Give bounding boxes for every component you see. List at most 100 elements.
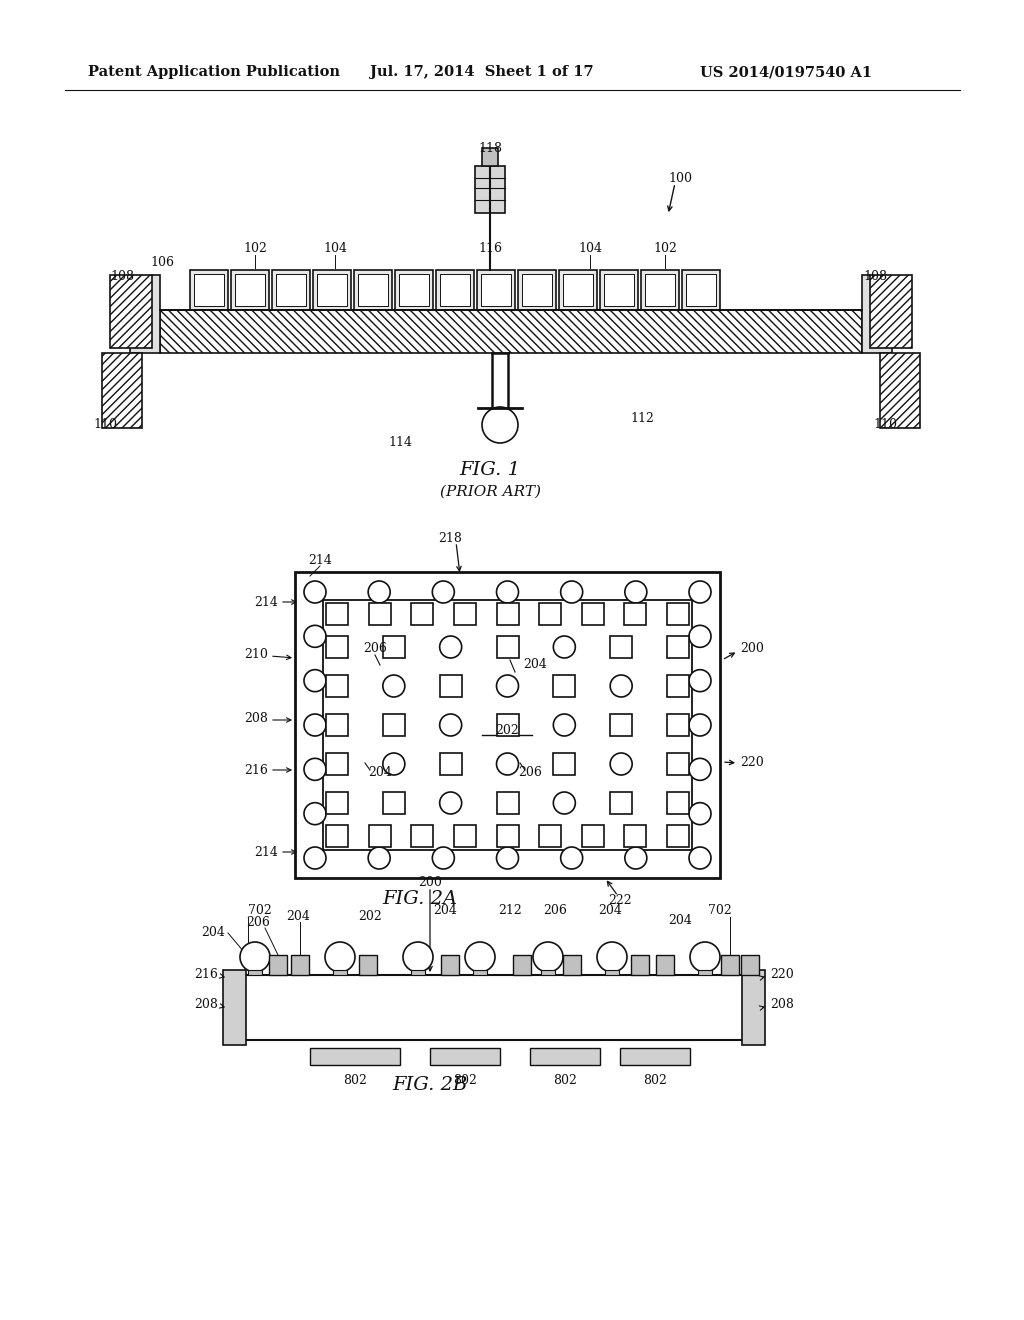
Polygon shape <box>610 792 632 814</box>
Polygon shape <box>102 352 142 428</box>
Polygon shape <box>228 975 760 1040</box>
Circle shape <box>383 675 404 697</box>
Text: 110: 110 <box>873 418 897 432</box>
Text: 216: 216 <box>244 763 268 776</box>
Circle shape <box>439 792 462 814</box>
Circle shape <box>383 752 404 775</box>
Polygon shape <box>497 603 518 624</box>
Text: 204: 204 <box>433 903 457 916</box>
Polygon shape <box>497 792 518 814</box>
Polygon shape <box>631 954 649 975</box>
Polygon shape <box>641 271 679 310</box>
Text: 214: 214 <box>308 553 332 566</box>
Circle shape <box>403 942 433 972</box>
Polygon shape <box>518 271 556 310</box>
Polygon shape <box>223 970 246 1045</box>
Polygon shape <box>440 275 470 306</box>
Text: 116: 116 <box>478 242 502 255</box>
Polygon shape <box>563 954 581 975</box>
Text: Patent Application Publication: Patent Application Publication <box>88 65 340 79</box>
Circle shape <box>304 714 326 737</box>
Polygon shape <box>354 271 392 310</box>
Polygon shape <box>539 603 561 624</box>
Polygon shape <box>600 271 638 310</box>
Circle shape <box>369 847 390 869</box>
Polygon shape <box>439 675 462 697</box>
Text: 104: 104 <box>323 242 347 255</box>
Polygon shape <box>326 792 348 814</box>
Text: Jul. 17, 2014  Sheet 1 of 17: Jul. 17, 2014 Sheet 1 of 17 <box>370 65 594 79</box>
Polygon shape <box>610 636 632 657</box>
Polygon shape <box>412 825 433 847</box>
Polygon shape <box>473 970 487 975</box>
Polygon shape <box>326 825 348 847</box>
Polygon shape <box>395 271 433 310</box>
Circle shape <box>497 847 518 869</box>
Polygon shape <box>741 954 759 975</box>
Polygon shape <box>291 954 309 975</box>
Polygon shape <box>667 675 689 697</box>
Text: 702: 702 <box>248 903 272 916</box>
Text: 106: 106 <box>150 256 174 268</box>
Polygon shape <box>313 271 351 310</box>
Polygon shape <box>276 275 306 306</box>
Text: FIG. 2B: FIG. 2B <box>392 1076 468 1094</box>
Circle shape <box>689 581 711 603</box>
Circle shape <box>304 581 326 603</box>
Circle shape <box>690 942 720 972</box>
Text: 110: 110 <box>93 418 117 432</box>
Text: 112: 112 <box>630 412 654 425</box>
Polygon shape <box>530 1048 600 1065</box>
Polygon shape <box>295 572 720 878</box>
Polygon shape <box>497 714 518 737</box>
Polygon shape <box>317 275 347 306</box>
Text: 200: 200 <box>418 875 442 888</box>
Text: 208: 208 <box>770 998 794 1011</box>
Text: 702: 702 <box>709 903 732 916</box>
Polygon shape <box>160 310 862 352</box>
Text: 206: 206 <box>364 642 387 655</box>
Text: 104: 104 <box>578 242 602 255</box>
Polygon shape <box>862 275 892 352</box>
Polygon shape <box>880 352 920 428</box>
Polygon shape <box>522 275 552 306</box>
Text: 204: 204 <box>368 767 392 780</box>
Polygon shape <box>559 271 597 310</box>
Text: 102: 102 <box>243 242 267 255</box>
Polygon shape <box>698 970 712 975</box>
Polygon shape <box>482 148 498 166</box>
Circle shape <box>553 636 575 657</box>
Polygon shape <box>604 275 634 306</box>
Polygon shape <box>359 954 377 975</box>
Polygon shape <box>231 271 269 310</box>
Text: 100: 100 <box>668 172 692 185</box>
Text: 214: 214 <box>254 595 278 609</box>
Polygon shape <box>454 603 476 624</box>
Text: 216: 216 <box>195 969 218 982</box>
Polygon shape <box>358 275 388 306</box>
Text: 802: 802 <box>643 1073 667 1086</box>
Text: FIG. 2A: FIG. 2A <box>382 890 458 908</box>
Circle shape <box>304 626 326 647</box>
Polygon shape <box>625 603 646 624</box>
Polygon shape <box>441 954 459 975</box>
Polygon shape <box>620 1048 690 1065</box>
Polygon shape <box>610 714 632 737</box>
Polygon shape <box>383 636 404 657</box>
Text: 802: 802 <box>553 1073 577 1086</box>
Polygon shape <box>310 1048 400 1065</box>
Text: 802: 802 <box>343 1073 367 1086</box>
Circle shape <box>497 581 518 603</box>
Circle shape <box>432 581 455 603</box>
Text: FIG. 1: FIG. 1 <box>460 461 520 479</box>
Polygon shape <box>667 714 689 737</box>
Circle shape <box>561 581 583 603</box>
Circle shape <box>325 942 355 972</box>
Text: 204: 204 <box>668 913 692 927</box>
Polygon shape <box>326 603 348 624</box>
Polygon shape <box>194 275 224 306</box>
Polygon shape <box>667 603 689 624</box>
Text: 202: 202 <box>358 909 382 923</box>
Circle shape <box>689 847 711 869</box>
Circle shape <box>689 714 711 737</box>
